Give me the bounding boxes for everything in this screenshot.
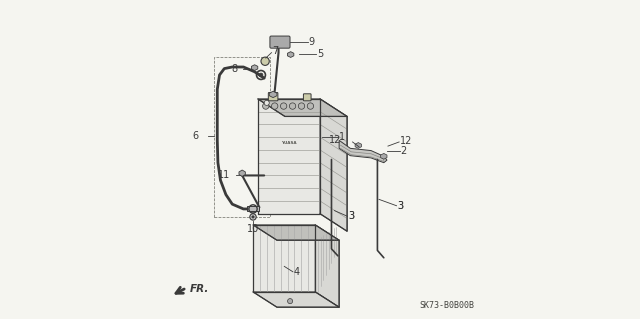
Polygon shape bbox=[253, 225, 339, 240]
FancyBboxPatch shape bbox=[303, 94, 311, 101]
Text: 2: 2 bbox=[401, 145, 407, 156]
Circle shape bbox=[307, 103, 314, 109]
Bar bbox=[214, 57, 270, 217]
Text: 3: 3 bbox=[397, 201, 404, 211]
Circle shape bbox=[262, 103, 269, 109]
Polygon shape bbox=[316, 225, 339, 307]
Polygon shape bbox=[355, 143, 362, 148]
Text: 6: 6 bbox=[193, 130, 198, 141]
Polygon shape bbox=[252, 65, 258, 70]
Polygon shape bbox=[258, 99, 320, 214]
Text: 8: 8 bbox=[231, 63, 237, 74]
Text: FR.: FR. bbox=[190, 284, 209, 294]
Text: YUASA: YUASA bbox=[281, 141, 297, 145]
Text: 3: 3 bbox=[348, 211, 355, 221]
Text: 3: 3 bbox=[348, 211, 355, 221]
Text: SK73-B0B00B: SK73-B0B00B bbox=[420, 301, 475, 310]
Text: 3: 3 bbox=[397, 201, 404, 211]
Text: 12: 12 bbox=[330, 135, 342, 145]
Circle shape bbox=[289, 103, 296, 109]
Circle shape bbox=[259, 73, 263, 77]
Text: 7: 7 bbox=[272, 46, 278, 56]
Circle shape bbox=[287, 299, 292, 304]
Polygon shape bbox=[320, 99, 347, 231]
Polygon shape bbox=[247, 206, 259, 211]
Text: 4: 4 bbox=[294, 267, 300, 277]
Circle shape bbox=[261, 57, 269, 65]
Polygon shape bbox=[339, 140, 387, 163]
Polygon shape bbox=[239, 170, 245, 176]
Circle shape bbox=[271, 103, 278, 109]
Text: 12: 12 bbox=[400, 136, 412, 146]
Circle shape bbox=[298, 103, 305, 109]
Text: 10: 10 bbox=[247, 224, 259, 234]
FancyBboxPatch shape bbox=[268, 93, 278, 101]
Circle shape bbox=[250, 214, 256, 220]
Polygon shape bbox=[287, 52, 294, 57]
Text: 9: 9 bbox=[309, 37, 315, 47]
Polygon shape bbox=[381, 153, 387, 159]
Polygon shape bbox=[253, 292, 339, 307]
Text: 5: 5 bbox=[317, 49, 323, 59]
Text: 11: 11 bbox=[218, 170, 230, 180]
FancyBboxPatch shape bbox=[270, 36, 290, 48]
Text: 1: 1 bbox=[339, 132, 345, 142]
Polygon shape bbox=[253, 225, 316, 292]
Polygon shape bbox=[269, 91, 277, 98]
Circle shape bbox=[264, 100, 269, 105]
Circle shape bbox=[252, 216, 254, 218]
Circle shape bbox=[280, 103, 287, 109]
Polygon shape bbox=[258, 99, 347, 116]
